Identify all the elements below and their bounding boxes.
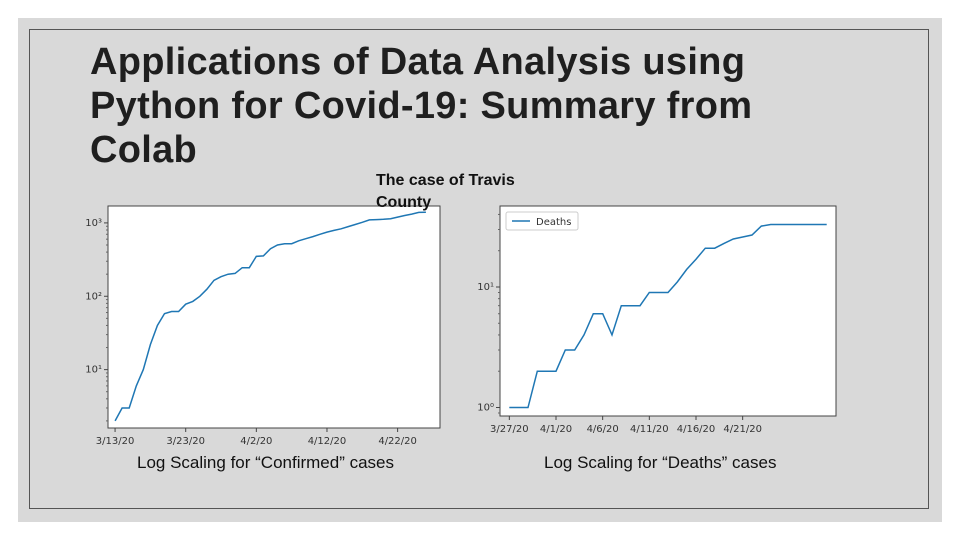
x-tick-label: 4/12/20 (308, 436, 347, 447)
legend-box (505, 211, 579, 231)
x-tick-label: 4/16/20 (677, 424, 716, 435)
series-line (509, 223, 827, 409)
x-tick-label: 4/2/20 (240, 436, 272, 447)
deaths-caption: Log Scaling for “Deaths” cases (544, 453, 777, 472)
y-tick-label: 10¹ (477, 282, 494, 293)
y-tick-label: 10² (85, 291, 102, 302)
x-tick-label: 4/21/20 (723, 424, 762, 435)
x-tick-label: 4/1/20 (540, 424, 572, 435)
deaths-chart: 3/27/20 4/1/20 4/6/20 4/11/20 4/16/20 4/21/20… (477, 205, 837, 435)
series-line (114, 211, 426, 422)
y-tick-label: 10⁰ (477, 402, 494, 413)
plot-area (499, 205, 837, 417)
slide-frame (29, 29, 929, 509)
y-tick-label: 10³ (85, 218, 102, 229)
legend: Deaths (505, 211, 579, 231)
legend-label: Deaths (536, 217, 571, 228)
x-tick-label: 4/22/20 (378, 436, 417, 447)
confirmed-caption: Log Scaling for “Confirmed” cases (137, 453, 395, 472)
confirmed-cases-chart: 3/13/20 3/23/20 4/2/20 4/12/20 4/22/20 10¹ 10²… (85, 205, 441, 447)
x-tick-label: 3/27/20 (490, 424, 529, 435)
plot-area (107, 205, 441, 429)
slide-subtitle: The case of Travis County (376, 172, 515, 211)
x-tick-label: 4/6/20 (587, 424, 619, 435)
x-tick-label: 3/23/20 (166, 436, 205, 447)
slide-title: Applications of Data Analysis using Pyth… (90, 41, 753, 171)
x-tick-label: 4/11/20 (630, 424, 669, 435)
y-tick-label: 10¹ (85, 365, 102, 376)
x-tick-label: 3/13/20 (96, 436, 135, 447)
